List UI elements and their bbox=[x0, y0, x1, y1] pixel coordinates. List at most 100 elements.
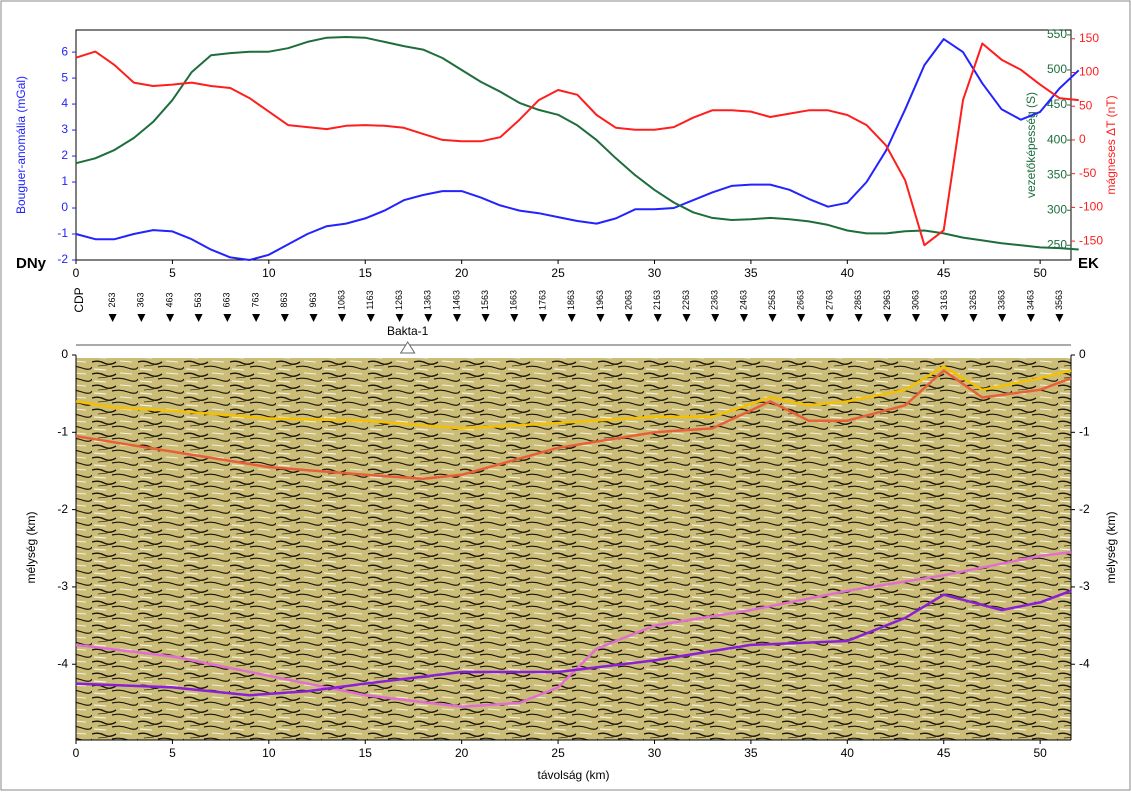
cdp-label: 263 bbox=[107, 292, 117, 307]
cdp-marker bbox=[567, 314, 576, 322]
axis-title: mélység (km) bbox=[1104, 511, 1118, 583]
y2-tick-label: -3 bbox=[1079, 579, 1090, 593]
plot-frame bbox=[75, 29, 1072, 261]
y2-tick-label: 400 bbox=[1047, 132, 1067, 146]
cdp-marker bbox=[940, 314, 949, 322]
cdp-label: 463 bbox=[164, 292, 174, 307]
cdp-marker bbox=[510, 314, 519, 322]
y3-tick-label: 100 bbox=[1079, 65, 1099, 79]
y3-tick-label: 150 bbox=[1079, 31, 1099, 45]
y-tick-label: 4 bbox=[61, 96, 68, 110]
x-tick-label: 10 bbox=[262, 746, 276, 760]
x-tick-label: 15 bbox=[359, 746, 373, 760]
cdp-marker bbox=[625, 314, 634, 322]
cdp-marker bbox=[969, 314, 978, 322]
cdp-marker bbox=[768, 314, 777, 322]
cdp-label: 1663 bbox=[509, 290, 519, 310]
cdp-marker bbox=[1055, 314, 1064, 322]
direction-label: EK bbox=[1078, 255, 1099, 272]
cdp-marker bbox=[596, 314, 605, 322]
series-line bbox=[75, 38, 1080, 261]
cdp-marker bbox=[166, 314, 175, 322]
cdp-label: 2463 bbox=[738, 290, 748, 310]
y-tick-label: -2 bbox=[57, 502, 68, 516]
y-tick-label: 6 bbox=[61, 44, 68, 58]
cdp-marker bbox=[453, 314, 462, 322]
x-tick-label: 40 bbox=[841, 266, 855, 280]
y3-tick-label: -50 bbox=[1079, 166, 1097, 180]
cdp-label: 3163 bbox=[939, 290, 949, 310]
cdp-marker bbox=[481, 314, 490, 322]
axis-title: vezetőképesség (S) bbox=[1024, 92, 1038, 198]
cdp-label: 663 bbox=[222, 292, 232, 307]
x-tick-label: 50 bbox=[1033, 266, 1047, 280]
x-tick-label: 20 bbox=[455, 746, 469, 760]
cdp-label: 563 bbox=[193, 292, 203, 307]
cdp-label: 3263 bbox=[968, 290, 978, 310]
cdp-marker bbox=[137, 314, 146, 322]
y-tick-label: -3 bbox=[57, 579, 68, 593]
cdp-marker bbox=[194, 314, 203, 322]
x-tick-label: 10 bbox=[262, 266, 276, 280]
y2-tick-label: 450 bbox=[1047, 97, 1067, 111]
cdp-label: 2263 bbox=[681, 290, 691, 310]
cdp-label: 2363 bbox=[710, 290, 720, 310]
cdp-marker bbox=[854, 314, 863, 322]
y3-tick-label: -100 bbox=[1079, 200, 1103, 214]
axis-title: mélység (km) bbox=[24, 511, 38, 583]
y2-tick-label: 500 bbox=[1047, 62, 1067, 76]
y3-tick-label: 50 bbox=[1079, 98, 1093, 112]
cdp-label: 3463 bbox=[1025, 290, 1035, 310]
y-tick-label: -1 bbox=[57, 226, 68, 240]
cdp-label: 1363 bbox=[423, 290, 433, 310]
x-tick-label: 45 bbox=[937, 266, 951, 280]
cdp-label: 963 bbox=[308, 292, 318, 307]
cdp-marker bbox=[539, 314, 548, 322]
cdp-label: 1263 bbox=[394, 290, 404, 310]
cdp-label: 863 bbox=[279, 292, 289, 307]
cdp-marker bbox=[309, 314, 318, 322]
cdp-label: 2863 bbox=[853, 290, 863, 310]
y2-tick-label: -2 bbox=[1079, 502, 1090, 516]
y-tick-label: 0 bbox=[61, 347, 68, 361]
axis-title: Bouguer-anomália (mGal) bbox=[14, 76, 28, 214]
x-tick-label: 50 bbox=[1033, 746, 1047, 760]
cdp-marker bbox=[424, 314, 433, 322]
cdp-label: 2963 bbox=[882, 290, 892, 310]
cdp-marker bbox=[395, 314, 404, 322]
x-tick-label: 0 bbox=[73, 266, 80, 280]
y3-tick-label: -150 bbox=[1079, 233, 1103, 247]
cdp-marker bbox=[108, 314, 117, 322]
cdp-label: 2163 bbox=[652, 290, 662, 310]
y2-tick-label: 550 bbox=[1047, 27, 1067, 41]
cdp-marker bbox=[998, 314, 1007, 322]
cdp-marker bbox=[280, 314, 289, 322]
cdp-label: 2563 bbox=[767, 290, 777, 310]
cdp-label: 1063 bbox=[336, 290, 346, 310]
cdp-label: 2663 bbox=[796, 290, 806, 310]
y3-tick-label: 0 bbox=[1079, 132, 1086, 146]
cdp-marker bbox=[739, 314, 748, 322]
y2-tick-label: -4 bbox=[1079, 656, 1090, 670]
x-tick-label: 5 bbox=[169, 746, 176, 760]
cdp-marker bbox=[1026, 314, 1035, 322]
cdp-marker bbox=[682, 314, 691, 322]
y-tick-label: 0 bbox=[61, 200, 68, 214]
cdp-marker bbox=[883, 314, 892, 322]
cdp-marker bbox=[252, 314, 261, 322]
well-label: Bakta-1 bbox=[387, 324, 429, 338]
x-tick-label: 20 bbox=[455, 266, 469, 280]
direction-label: DNy bbox=[16, 255, 47, 272]
cdp-label: 363 bbox=[136, 292, 146, 307]
x-tick-label: 35 bbox=[744, 266, 758, 280]
cdp-label: 3063 bbox=[910, 290, 920, 310]
cdp-label: 1163 bbox=[365, 290, 375, 309]
x-tick-label: 5 bbox=[169, 266, 176, 280]
cdp-label: 3363 bbox=[997, 290, 1007, 310]
series-line bbox=[75, 365, 1072, 430]
cdp-label: 763 bbox=[250, 292, 260, 307]
y2-tick-label: -1 bbox=[1079, 424, 1090, 438]
